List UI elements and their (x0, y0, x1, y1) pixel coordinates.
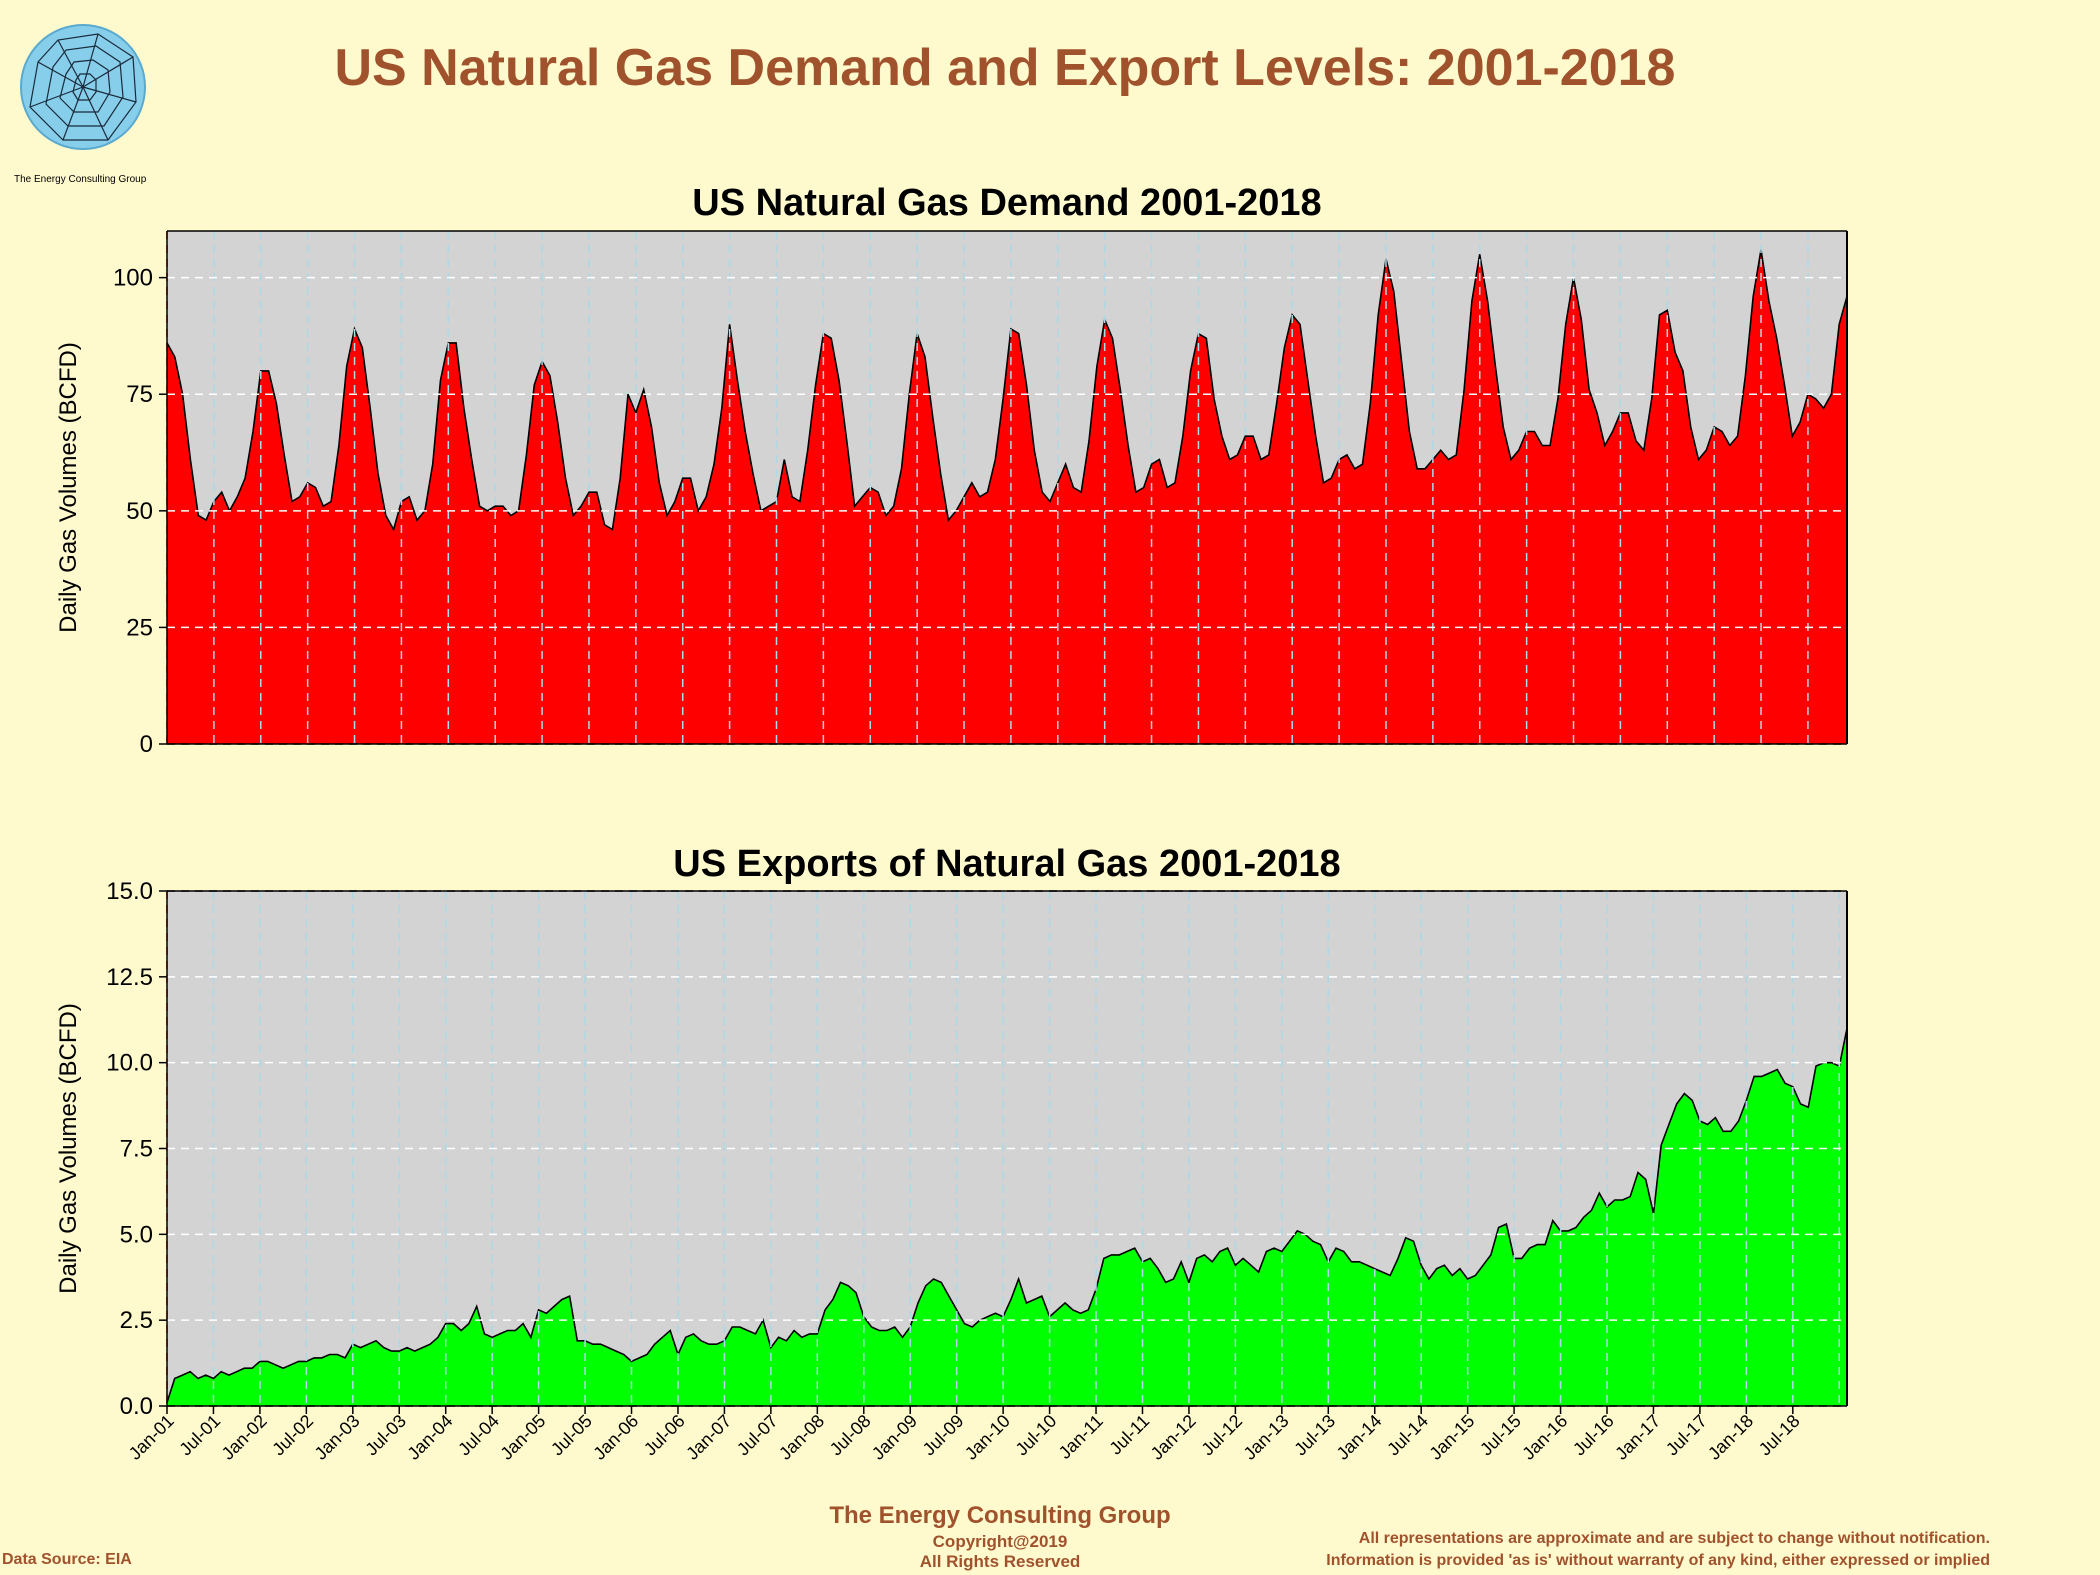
x-tick-label: Jan-03 (311, 1411, 364, 1464)
y-tick-label: 100 (113, 265, 153, 292)
y-tick-label: 0.0 (120, 1393, 153, 1420)
disclaimer-line-2: Information is provided 'as is' without … (1326, 1552, 1990, 1569)
x-tick-label: Jul-15 (1476, 1411, 1525, 1460)
x-tick-label: Jul-13 (1290, 1411, 1339, 1460)
x-tick-label: Jul-11 (1105, 1411, 1153, 1459)
x-tick-label: Jul-10 (1012, 1411, 1061, 1460)
x-tick-label: Jul-04 (454, 1411, 503, 1460)
x-tick-label: Jul-02 (268, 1411, 317, 1460)
x-tick-label: Jul-12 (1197, 1411, 1246, 1460)
x-tick-label: Jul-01 (175, 1411, 224, 1460)
page-title: US Natural Gas Demand and Export Levels:… (334, 39, 1676, 97)
logo-caption: The Energy Consulting Group (14, 174, 147, 185)
x-tick-label: Jan-17 (1611, 1411, 1664, 1464)
x-tick-label: Jan-10 (961, 1411, 1014, 1464)
x-tick-label: Jul-18 (1755, 1411, 1804, 1460)
x-tick-label: Jul-14 (1383, 1411, 1432, 1460)
y-axis-label: Daily Gas Volumes (BCFD) (55, 1003, 82, 1294)
y-tick-label: 0 (140, 731, 153, 758)
x-tick-label: Jul-17 (1662, 1411, 1711, 1460)
y-axis-label: Daily Gas Volumes (BCFD) (55, 342, 82, 633)
x-tick-label: Jan-02 (218, 1411, 271, 1464)
x-tick-label: Jan-04 (403, 1411, 456, 1464)
y-tick-label: 75 (126, 381, 153, 408)
y-tick-label: 15.0 (106, 878, 153, 905)
series-line (166, 249, 1848, 532)
x-tick-label: Jul-09 (919, 1411, 968, 1460)
y-tick-label: 2.5 (120, 1307, 153, 1334)
data-source: Data Source: EIA (2, 1551, 132, 1568)
x-tick-label: Jul-08 (826, 1411, 875, 1460)
company-logo (20, 24, 146, 150)
footer-copyright: Copyright@2019 (932, 1532, 1068, 1551)
series-line (166, 1028, 1848, 1403)
x-tick-label: Jul-05 (547, 1411, 596, 1460)
y-tick-label: 25 (126, 614, 153, 641)
chart-title: US Exports of Natural Gas 2001-2018 (673, 843, 1340, 885)
y-tick-label: 12.5 (106, 964, 153, 991)
x-tick-label: Jul-03 (361, 1411, 410, 1460)
chart-title: US Natural Gas Demand 2001-2018 (692, 182, 1321, 224)
disclaimer-line-1: All representations are approximate and … (1358, 1530, 1990, 1547)
x-tick-label: Jan-16 (1518, 1411, 1571, 1464)
x-tick-label: Jul-16 (1569, 1411, 1618, 1460)
x-tick-label: Jan-12 (1147, 1411, 1200, 1464)
footer-rights: All Rights Reserved (919, 1552, 1081, 1571)
footer-company: The Energy Consulting Group (829, 1502, 1171, 1529)
y-tick-label: 7.5 (120, 1136, 153, 1163)
y-tick-label: 10.0 (106, 1050, 153, 1077)
x-tick-label: Jan-18 (1704, 1411, 1757, 1464)
x-tick-label: Jan-09 (868, 1411, 921, 1464)
x-tick-label: Jan-05 (496, 1411, 549, 1464)
area-series (167, 1028, 1847, 1406)
exports-chart: US Exports of Natural Gas 2001-2018 Daily… (55, 843, 1848, 1464)
x-tick-label: Jan-13 (1240, 1411, 1293, 1464)
x-tick-label: Jan-08 (775, 1411, 828, 1464)
x-tick-label: Jan-07 (682, 1411, 735, 1464)
x-tick-label: Jul-07 (733, 1411, 782, 1460)
area-series (167, 249, 1847, 744)
x-tick-label: Jan-14 (1333, 1411, 1386, 1464)
x-tick-label: Jan-15 (1425, 1411, 1478, 1464)
demand-chart: US Natural Gas Demand 2001-2018 Daily Gas… (55, 182, 1848, 758)
x-tick-label: Jul-06 (640, 1411, 689, 1460)
y-tick-label: 5.0 (120, 1221, 153, 1248)
y-tick-label: 50 (126, 498, 153, 525)
x-tick-label: Jan-11 (1055, 1411, 1107, 1463)
x-tick-label: Jan-06 (589, 1411, 642, 1464)
